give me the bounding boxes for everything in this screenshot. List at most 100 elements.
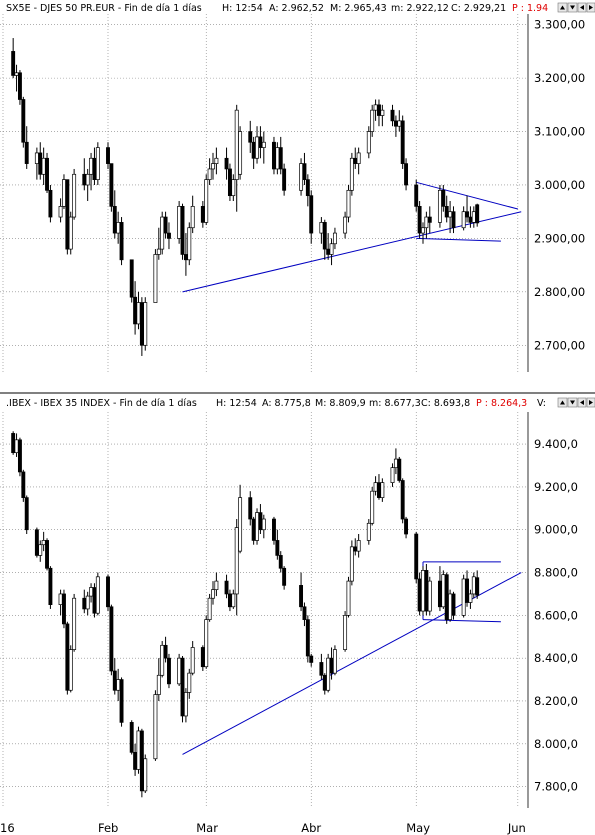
sx5e-candle [163, 211, 168, 239]
sx5e-y-tick-label: 3.000,00 [534, 178, 585, 192]
ibex-readout-high: M: 8.809,9 [315, 398, 366, 409]
sx5e-readout-p: P : 1.94 [512, 3, 548, 14]
ibex-candle-body [143, 758, 148, 792]
ibex-candle [224, 574, 229, 599]
sx5e-candle [34, 147, 39, 180]
sx5e-candle [38, 142, 43, 180]
sx5e-candle-body [106, 147, 110, 164]
sx5e-candle-body [34, 152, 39, 164]
sx5e-candle [45, 152, 49, 193]
sx5e-candles [11, 38, 480, 356]
ibex-candle [427, 576, 432, 616]
sx5e-candle [106, 142, 110, 169]
ibex-candle-body [177, 657, 182, 685]
ibex-trendline [422, 619, 501, 623]
ibex-candle [397, 456, 402, 483]
ibex-candle-body [163, 644, 168, 659]
ibex-candle-body [248, 497, 253, 520]
sx5e-candle-body [248, 131, 253, 143]
sx5e-candle [58, 198, 63, 223]
ibex-candle [139, 728, 144, 798]
ibex-candle-body [106, 576, 110, 608]
ibex-candle-body [38, 544, 43, 556]
sx5e-candle-body [14, 72, 19, 76]
ibex-candle-body [41, 540, 46, 546]
ibex-y-tick-label: 9.200,0 [534, 480, 578, 494]
sx5e-candle [65, 179, 70, 255]
ibex-candle-body [437, 580, 442, 608]
sx5e-candle-body [109, 163, 114, 207]
sx5e-candle-body [24, 141, 29, 164]
sx5e-candle-body [468, 216, 473, 223]
ibex-readout-p: P : 8.264,3 [476, 398, 527, 409]
ibex-candle-body [207, 597, 212, 620]
ibex-candle [82, 589, 87, 614]
sx5e-candle [183, 233, 188, 276]
sx5e-candle-body [45, 157, 49, 191]
sx5e-candle-body [153, 254, 158, 303]
ibex-candle [167, 653, 171, 689]
sx5e-chevron-left-icon[interactable] [577, 2, 587, 13]
ibex-candle-body [72, 597, 77, 650]
sx5e-candle [377, 99, 381, 127]
ibex-candle [48, 566, 53, 609]
sx5e-candle [471, 206, 476, 228]
sx5e-candle-body [465, 211, 469, 218]
ibex-chevron-down-icon[interactable] [567, 397, 578, 408]
x-month-label: Mar [196, 821, 218, 835]
sx5e-candle-body [461, 211, 466, 229]
ibex-candle-body [278, 555, 283, 569]
sx5e-candle [380, 104, 385, 127]
ibex-candle [258, 504, 263, 535]
ibex-readout-open: A: 8.775,8 [262, 398, 311, 409]
sx5e-candle [427, 206, 432, 234]
ibex-candle [461, 574, 466, 618]
ibex-chevron-right-icon[interactable] [586, 397, 595, 408]
sx5e-readout-open: A: 2.962,52 [269, 3, 324, 14]
ibex-candle [38, 540, 43, 562]
ibex-candle [72, 593, 77, 652]
sx5e-candle [62, 174, 66, 210]
ibex-candle-body [45, 540, 49, 569]
sx5e-candle-body [187, 227, 192, 261]
sx5e-candle [133, 281, 138, 335]
sx5e-candle [349, 152, 354, 196]
ibex-candle-body [190, 647, 195, 674]
sx5e-candle-body [119, 222, 124, 261]
ibex-candle-body [465, 578, 469, 603]
sx5e-candle-body [224, 157, 229, 170]
ibex-candle [444, 572, 449, 624]
ibex-candle-body [211, 589, 215, 599]
ibex-candle [227, 589, 232, 612]
sx5e-chevron-right-icon[interactable] [586, 2, 595, 13]
ibex-title: .IBEX - IBEX 35 INDEX - Fin de día 1 día… [6, 398, 197, 409]
ibex-candle-body [471, 576, 476, 595]
ibex-candle-body [305, 619, 310, 657]
sx5e-chevron-down-icon[interactable] [567, 2, 578, 13]
sx5e-candle [302, 152, 307, 185]
sx5e-candle-body [251, 141, 256, 159]
ibex-candle-body [370, 490, 375, 524]
ibex-y-tick-label: 8.200,0 [534, 694, 578, 708]
ibex-chevron-left-icon[interactable] [577, 397, 587, 408]
sx5e-candle-body [85, 173, 90, 186]
sx5e-candle-body [62, 179, 66, 207]
ibex-candle-body [366, 522, 371, 541]
sx5e-candle-body [207, 168, 212, 180]
ibex-candle [14, 433, 19, 457]
ibex-chevron-up-icon[interactable] [557, 397, 568, 408]
ibex-candle [373, 476, 378, 496]
sx5e-candle [444, 195, 449, 223]
sx5e-candle-body [255, 136, 259, 159]
ibex-candle [465, 570, 469, 607]
sx5e-panel: SX5E - DJES 50 PR.EUR - Fin de día 1 día… [0, 2, 595, 372]
ibex-candle [163, 636, 168, 663]
sx5e-candle [17, 70, 22, 105]
sx5e-candle [129, 259, 134, 303]
sx5e-chevron-up-icon[interactable] [557, 2, 568, 13]
sx5e-candle-body [95, 147, 100, 180]
ibex-candle-body [68, 649, 73, 691]
sx5e-candle-body [346, 189, 351, 218]
ibex-candle [177, 653, 182, 686]
sx5e-title: SX5E - DJES 50 PR.EUR - Fin de día 1 día… [6, 3, 202, 14]
